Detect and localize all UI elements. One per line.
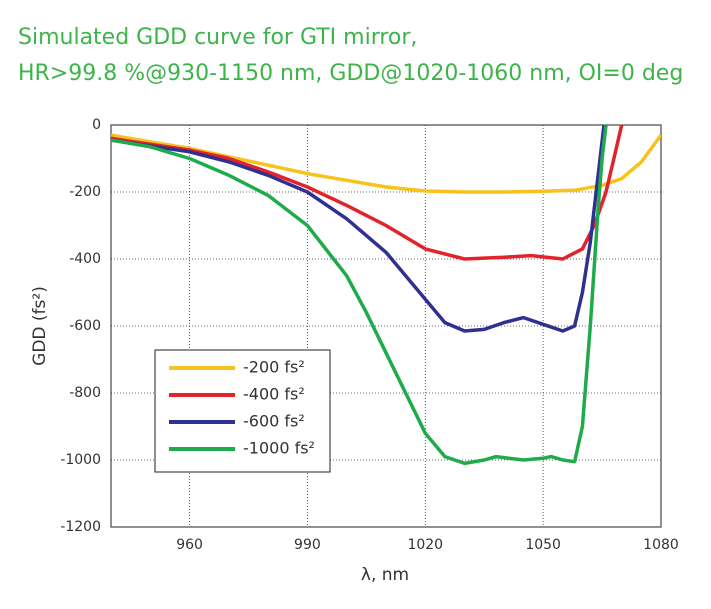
legend-box: [154, 349, 331, 473]
chart-title: Simulated GDD curve for GTI mirror,: [18, 25, 417, 50]
x-tick-label: 990: [294, 537, 321, 553]
series-line: [111, 124, 608, 466]
x-axis-label: λ, nm: [361, 565, 409, 585]
y-tick-label: -600: [69, 318, 101, 334]
x-tick-label: 1020: [407, 537, 443, 553]
series-line: [111, 124, 606, 333]
y-tick-label: -1000: [60, 452, 101, 468]
legend-label: -200 fs²: [243, 358, 305, 377]
x-tick-label: 1050: [525, 537, 561, 553]
legend-label: -400 fs²: [243, 385, 305, 404]
x-tick-label: 960: [176, 537, 203, 553]
legend-label: -1000 fs²: [243, 439, 315, 458]
plot-frame: [110, 124, 662, 528]
y-tick-label: -800: [69, 385, 101, 401]
chart-subtitle: HR>99.8 %@930-1150 nm, GDD@1020-1060 nm,…: [18, 61, 683, 86]
legend-label: -600 fs²: [243, 412, 305, 431]
y-axis-label: GDD (fs²): [30, 286, 50, 366]
y-tick-label: -400: [69, 251, 101, 267]
y-tick-label: -200: [69, 184, 101, 200]
x-tick-label: 1080: [643, 537, 679, 553]
y-tick-label: 0: [92, 117, 101, 133]
y-tick-label: -1200: [60, 519, 101, 535]
series-line: [111, 133, 661, 194]
